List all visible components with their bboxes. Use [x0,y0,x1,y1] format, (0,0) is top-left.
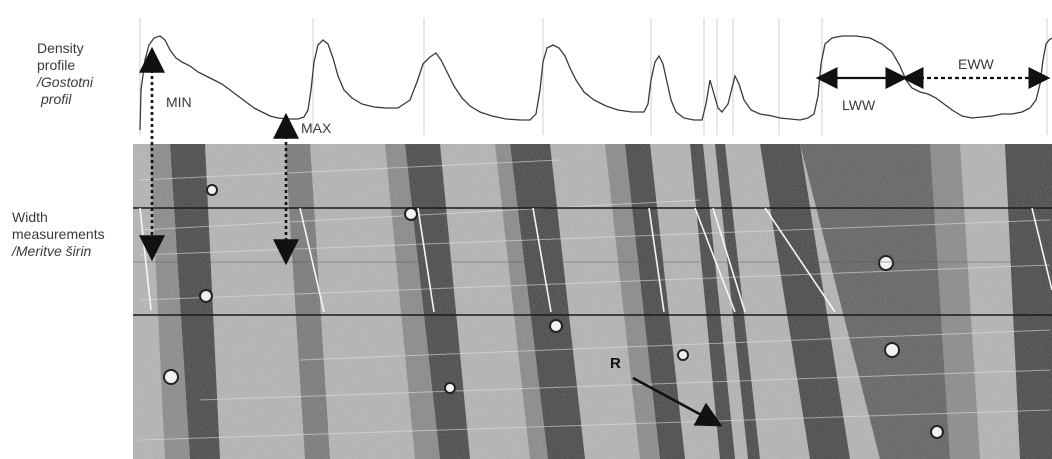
width-measurements-label-line1: Width [12,209,48,225]
max-label: MAX [301,120,332,136]
density-profile-curve [139,35,1052,131]
density-profile-label-line4: profil [41,91,72,107]
density-profile-label-line3: /Gostotni [37,74,94,90]
wood-core-image [133,144,1052,459]
density-profile-label-line1: Density [37,40,84,56]
width-measurements-label: Width measurements /Meritve širin [12,209,105,260]
width-measurements-label-line2: measurements [12,226,105,242]
lww-label: LWW [842,97,876,113]
eww-label: EWW [958,56,994,72]
density-profile-label: Density profile /Gostotni profil [37,40,93,108]
r-direction-arrow [632,376,723,427]
r-label: R [610,355,621,372]
density-profile-label-line2: profile [37,57,76,73]
min-label: MIN [166,94,192,110]
width-measurements-label-line3: /Meritve širin [12,243,92,259]
